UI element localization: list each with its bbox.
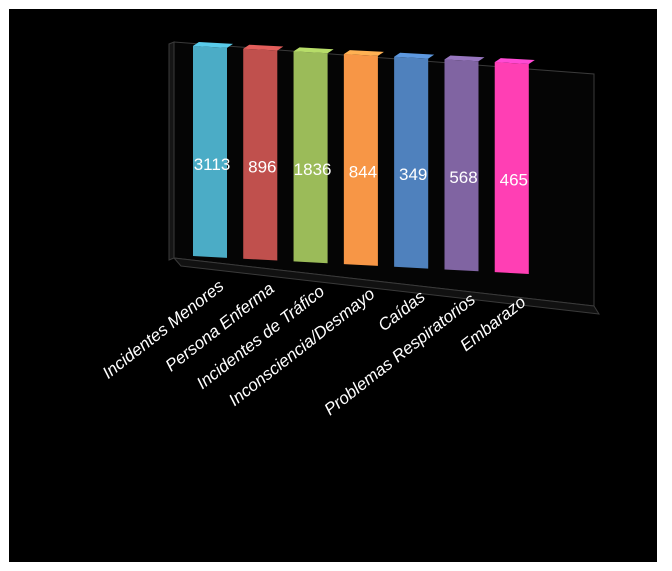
bar-front — [394, 56, 429, 269]
data-label: 465 — [500, 170, 528, 189]
chart-bars — [193, 42, 535, 274]
data-label: 896 — [248, 158, 276, 177]
bar-front — [293, 51, 328, 264]
bar-front — [243, 48, 278, 261]
chart-walls — [168, 41, 600, 315]
bar-top — [444, 55, 485, 62]
data-label: 3113 — [194, 155, 231, 174]
floor — [172, 257, 600, 315]
bar-front — [444, 59, 479, 272]
bar-top — [343, 50, 384, 56]
data-labels: 3113 896 1836 844 349 568 465 — [194, 155, 528, 189]
bar-top — [193, 42, 233, 48]
bar-top — [394, 52, 435, 59]
bar — [343, 50, 384, 266]
data-label: 349 — [399, 165, 427, 184]
bar-top — [243, 44, 284, 51]
data-label: 1836 — [294, 160, 332, 179]
chart-frame: 3113 896 1836 844 349 568 465 Incidentes Menor… — [9, 9, 657, 562]
data-label: 844 — [349, 163, 377, 182]
bar — [243, 44, 284, 261]
bar-top — [293, 47, 334, 54]
bar-front — [193, 46, 227, 258]
bar-front — [494, 62, 529, 274]
bar — [293, 47, 334, 264]
bar — [394, 52, 435, 269]
bar-front — [343, 54, 378, 266]
bar — [494, 58, 535, 274]
side-wall — [168, 41, 175, 261]
data-label: 568 — [449, 168, 477, 187]
bar — [444, 55, 485, 272]
bar — [193, 42, 233, 258]
bar-chart: 3113 896 1836 844 349 568 465 Incidentes Menor… — [99, 41, 600, 419]
bar-top — [494, 58, 535, 64]
